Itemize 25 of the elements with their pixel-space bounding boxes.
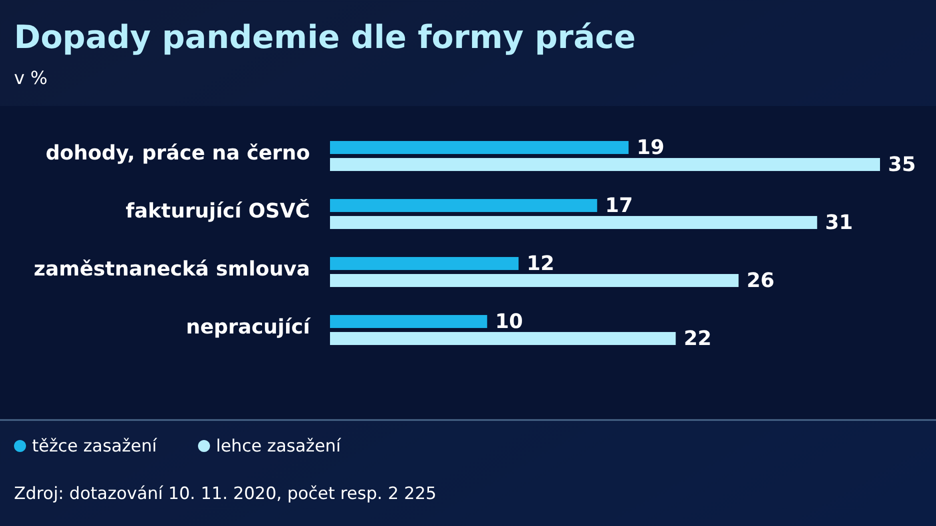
bar: [330, 141, 629, 154]
data-label: 12: [526, 250, 554, 275]
chart-title: Dopady pandemie dle formy práce: [14, 18, 636, 56]
data-label: 35: [888, 152, 916, 176]
bar: [330, 216, 818, 229]
data-label: 22: [684, 326, 712, 350]
bar: [330, 332, 676, 345]
bar: [330, 315, 488, 328]
y-tick-label: dohody, práce na černo: [46, 140, 310, 164]
text: v %: [14, 68, 48, 89]
y-tick-label: nepracující: [186, 314, 312, 338]
bar: [330, 274, 739, 287]
data-label: 19: [636, 134, 664, 159]
bar: [330, 257, 519, 270]
text: Zdroj: dotazování 10. 11. 2020, počet resp. 2 225: [14, 484, 437, 504]
data-label: 17: [605, 192, 633, 217]
legend-label: lehce zasažení: [216, 436, 342, 457]
y-tick-label: fakturující OSVČ: [126, 198, 310, 222]
data-label: 31: [825, 210, 853, 234]
legend-label: těžce zasažení: [32, 436, 158, 457]
y-tick-label: zaměstnanecká smlouva: [34, 256, 310, 280]
bar: [330, 158, 880, 171]
data-label: 26: [746, 268, 774, 292]
data-label: 10: [495, 308, 523, 333]
bar: [330, 199, 598, 212]
